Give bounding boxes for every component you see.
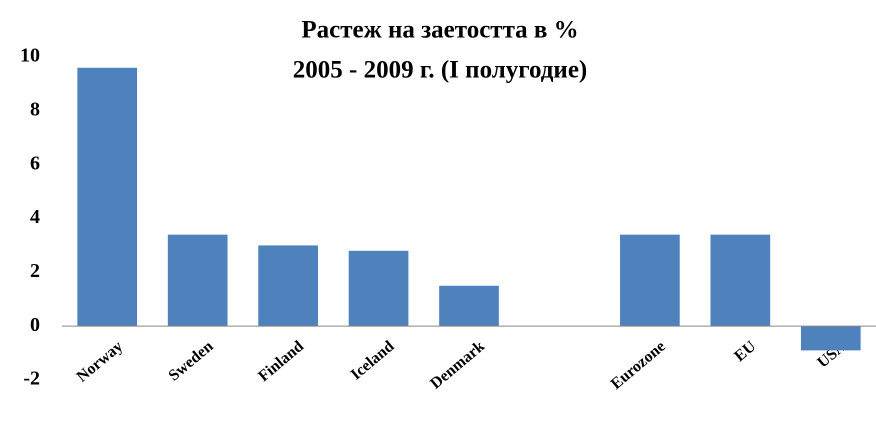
bar bbox=[77, 67, 138, 327]
bar bbox=[439, 285, 499, 327]
y-tick-label: 6 bbox=[30, 152, 40, 174]
x-tick-label: Eurozone bbox=[608, 338, 669, 393]
y-tick-label: 2 bbox=[30, 260, 40, 282]
bar bbox=[710, 234, 771, 327]
x-tick-label: Iceland bbox=[348, 338, 398, 384]
y-tick-label: 8 bbox=[30, 98, 40, 120]
y-tick-label: 0 bbox=[30, 314, 40, 336]
x-tick-label: EU bbox=[731, 338, 759, 366]
bar bbox=[348, 250, 409, 327]
bar bbox=[800, 326, 861, 351]
x-tick-label: Denmark bbox=[427, 338, 488, 393]
chart-title: Растеж на заетостта в % bbox=[301, 17, 578, 44]
bar bbox=[620, 234, 680, 327]
y-tick-label: 10 bbox=[20, 45, 40, 67]
x-tick-label: Sweden bbox=[165, 338, 216, 385]
bar bbox=[258, 245, 318, 327]
y-tick-label: 4 bbox=[30, 206, 40, 228]
bar bbox=[167, 234, 228, 327]
y-tick-label: -2 bbox=[23, 368, 40, 390]
chart-title: 2005 - 2009 г. (I полугодие) bbox=[293, 57, 588, 84]
x-tick-label: Norway bbox=[74, 338, 126, 386]
x-tick-label: Finland bbox=[255, 338, 307, 385]
